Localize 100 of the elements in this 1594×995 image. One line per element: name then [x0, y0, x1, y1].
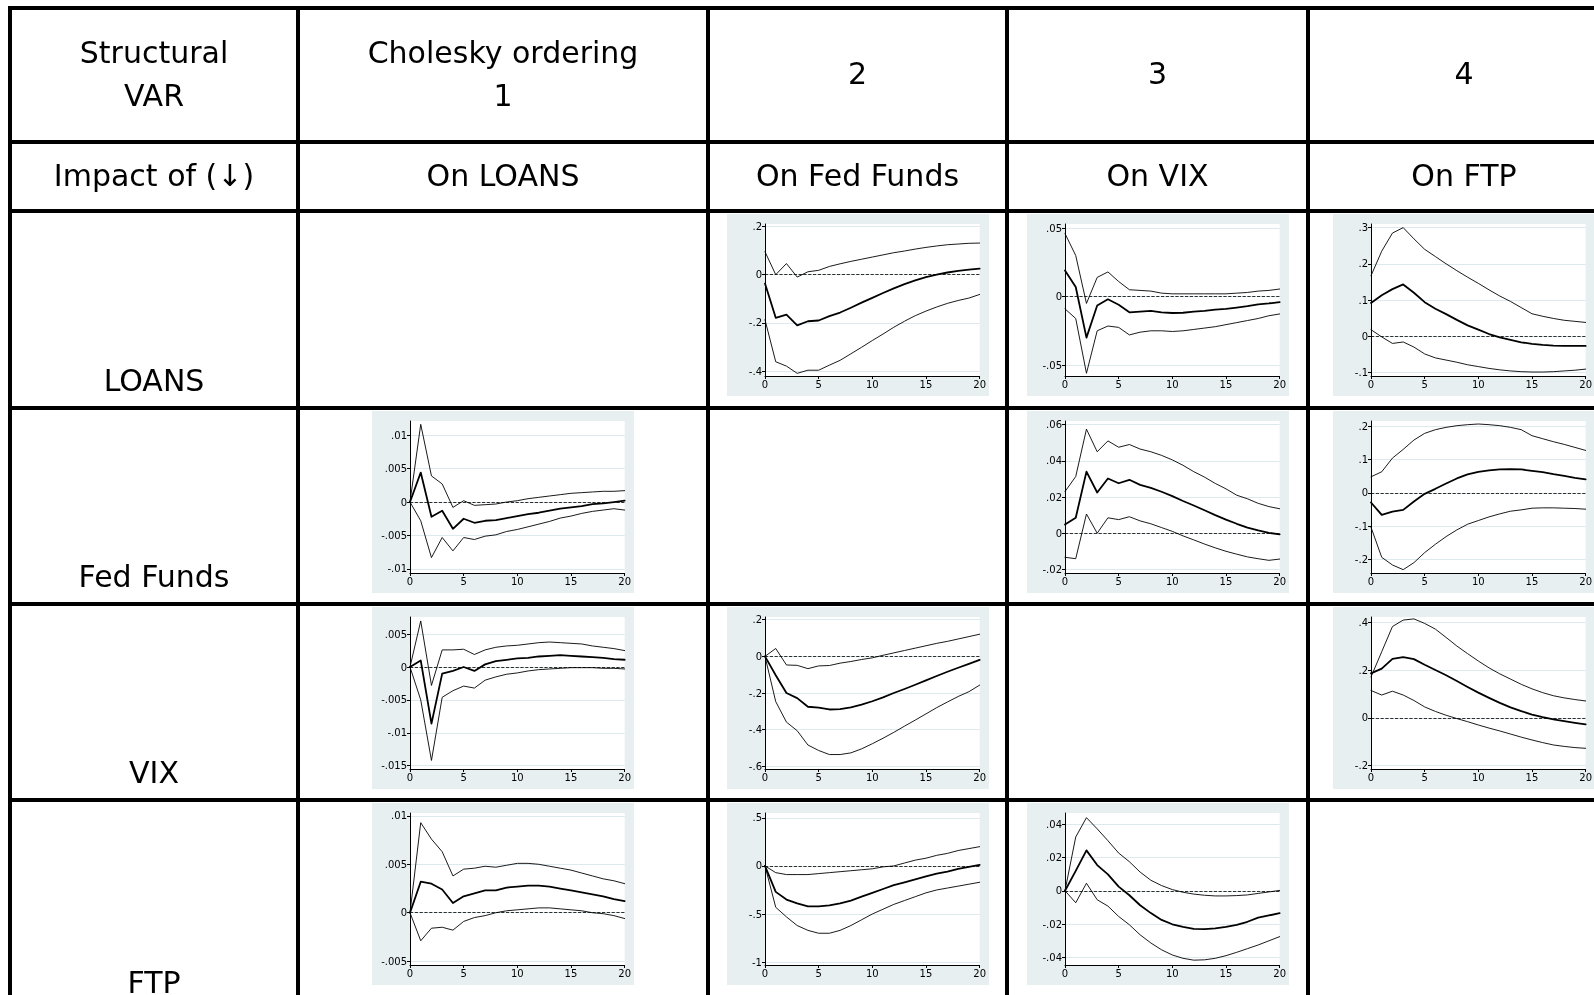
x-tick-label: 5 — [460, 771, 467, 783]
y-tick-label: 0 — [1055, 885, 1062, 897]
x-tick-label: 10 — [1471, 575, 1485, 587]
text: VIX — [129, 753, 179, 792]
x-tick-label: 10 — [865, 771, 879, 783]
x-tick-label: 15 — [564, 771, 578, 783]
y-tick-label: -.04 — [1041, 951, 1062, 963]
x-tick-label: 10 — [1471, 771, 1485, 783]
text: On Fed Funds — [755, 156, 960, 195]
x-tick-label: 5 — [1114, 378, 1122, 390]
y-tick-label: .01 — [391, 810, 407, 822]
text: 2 — [847, 55, 868, 94]
x-tick-label: 15 — [564, 967, 578, 979]
y-tick-label: -.005 — [381, 694, 407, 706]
x-tick-label: 10 — [865, 967, 879, 979]
y-tick-label: -.2 — [748, 317, 762, 329]
y-tick-label: .005 — [384, 858, 407, 870]
y-tick-label: .2 — [1358, 258, 1368, 270]
y-tick-label: -.2 — [748, 687, 762, 699]
text: LOANS — [103, 361, 205, 400]
y-tick-label: .5 — [751, 812, 762, 824]
y-tick-label: 0 — [400, 907, 407, 919]
x-tick-label: 15 — [919, 771, 932, 783]
y-tick-label: 0 — [755, 650, 762, 662]
x-tick-label: 15 — [1525, 378, 1539, 390]
y-tick-label: .2 — [751, 220, 762, 232]
x-tick-label: 10 — [510, 771, 524, 783]
y-tick-label: 0 — [755, 860, 762, 872]
x-tick-label: 15 — [1219, 967, 1232, 979]
text: Impact of (↓) — [53, 156, 255, 195]
text: Cholesky ordering 1 — [367, 33, 639, 115]
x-tick-label: 20 — [1272, 967, 1286, 979]
x-tick-label: 15 — [919, 378, 932, 390]
x-tick-label: 5 — [460, 967, 467, 979]
x-tick-label: 10 — [865, 378, 879, 390]
y-tick-label: 0 — [1055, 527, 1062, 539]
y-tick-label: .4 — [1358, 617, 1368, 629]
y-tick-label: .005 — [384, 628, 407, 640]
y-tick-label: 0 — [1055, 291, 1062, 303]
y-tick-label: -.02 — [1041, 918, 1062, 930]
x-tick-label: 20 — [972, 378, 986, 390]
y-tick-label: -1 — [751, 956, 762, 968]
x-tick-label: 5 — [1114, 967, 1122, 979]
x-tick-label: 20 — [618, 575, 631, 587]
y-tick-label: .2 — [1358, 420, 1368, 432]
x-tick-label: 5 — [814, 771, 822, 783]
y-tick-label: .2 — [751, 614, 762, 626]
x-tick-label: 10 — [510, 967, 524, 979]
y-tick-label: -.1 — [1354, 366, 1368, 378]
x-tick-label: 10 — [1165, 378, 1179, 390]
y-tick-label: .05 — [1045, 222, 1062, 234]
y-tick-label: -.4 — [748, 365, 762, 377]
text: 3 — [1147, 55, 1168, 94]
x-tick-label: 5 — [1421, 771, 1428, 783]
text: 4 — [1454, 55, 1474, 94]
x-tick-label: 15 — [1219, 575, 1232, 587]
y-tick-label: -.05 — [1041, 359, 1062, 371]
x-tick-label: 10 — [510, 575, 524, 587]
text: FTP — [127, 963, 181, 995]
y-tick-label: 0 — [400, 496, 407, 508]
y-tick-label: .1 — [1358, 453, 1368, 465]
y-tick-label: .3 — [1358, 222, 1368, 234]
y-tick-label: -.02 — [1041, 563, 1062, 575]
x-tick-label: 10 — [1165, 967, 1179, 979]
y-tick-label: .2 — [1358, 664, 1368, 676]
y-tick-label: .04 — [1045, 818, 1062, 830]
y-tick-label: .02 — [1045, 851, 1062, 863]
y-tick-label: .01 — [391, 429, 407, 441]
text: Fed Funds — [78, 557, 230, 596]
x-tick-label: 20 — [1579, 378, 1592, 390]
x-tick-label: 20 — [1272, 378, 1286, 390]
y-tick-label: 0 — [755, 269, 762, 281]
y-tick-label: -.01 — [387, 563, 407, 575]
text: On LOANS — [426, 156, 580, 195]
y-tick-label: -.2 — [1354, 759, 1368, 771]
y-tick-label: .02 — [1045, 491, 1062, 503]
y-tick-label: .1 — [1358, 294, 1368, 306]
text: Structural VAR — [79, 33, 229, 115]
y-tick-label: -.2 — [1354, 554, 1368, 566]
y-tick-label: -.6 — [748, 760, 762, 772]
x-tick-label: 10 — [1471, 378, 1485, 390]
x-tick-label: 20 — [618, 771, 631, 783]
x-tick-label: 5 — [1114, 575, 1122, 587]
x-tick-label: 5 — [1421, 378, 1428, 390]
x-tick-label: 15 — [1219, 378, 1232, 390]
y-tick-label: 0 — [1361, 487, 1368, 499]
y-tick-label: -.005 — [381, 955, 407, 967]
x-tick-label: 15 — [1525, 771, 1539, 783]
x-tick-label: 20 — [972, 771, 986, 783]
x-tick-label: 20 — [972, 967, 986, 979]
x-tick-label: 20 — [1272, 575, 1286, 587]
x-tick-label: 15 — [1525, 575, 1539, 587]
y-tick-label: .04 — [1045, 455, 1062, 467]
y-tick-label: -.015 — [381, 760, 407, 772]
x-tick-label: 20 — [1579, 575, 1592, 587]
y-tick-label: 0 — [1361, 330, 1368, 342]
x-tick-label: 20 — [618, 967, 631, 979]
text: On FTP — [1411, 156, 1517, 195]
y-tick-label: -.1 — [1354, 520, 1368, 532]
x-tick-label: 15 — [919, 967, 932, 979]
